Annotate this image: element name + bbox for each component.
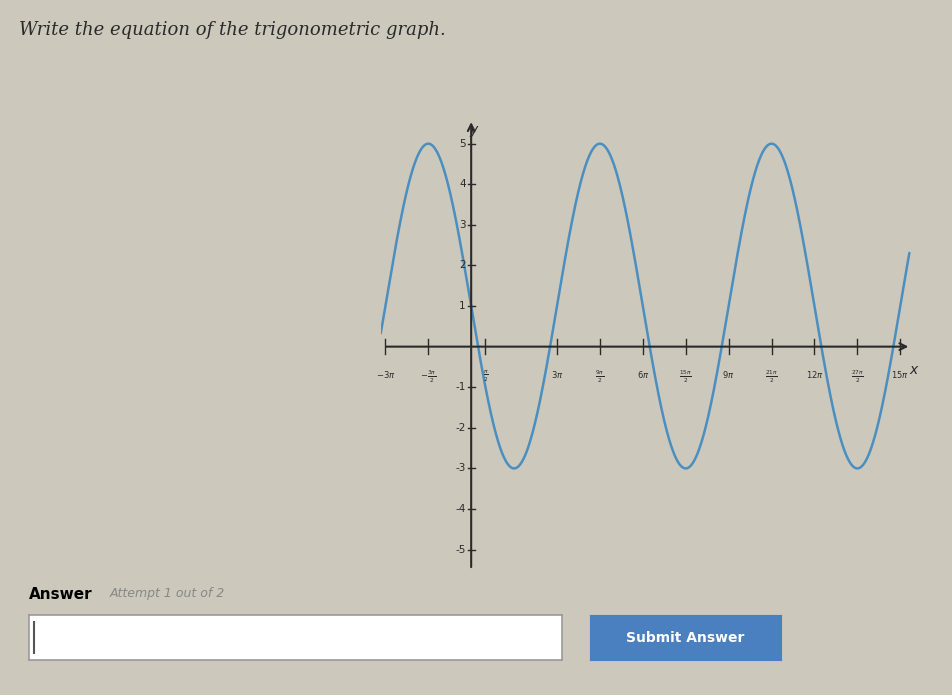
Text: -3: -3 bbox=[455, 464, 466, 473]
Text: 1: 1 bbox=[459, 301, 466, 311]
Text: 3: 3 bbox=[459, 220, 466, 230]
Text: $-3\pi$: $-3\pi$ bbox=[376, 369, 395, 380]
Text: Submit Answer: Submit Answer bbox=[626, 630, 744, 645]
Text: $\frac{15\pi}{2}$: $\frac{15\pi}{2}$ bbox=[679, 369, 692, 385]
Text: -2: -2 bbox=[455, 423, 466, 433]
Text: -4: -4 bbox=[455, 504, 466, 514]
Text: $9\pi$: $9\pi$ bbox=[723, 369, 735, 380]
Text: x: x bbox=[909, 363, 917, 377]
Text: 4: 4 bbox=[459, 179, 466, 189]
Text: 5: 5 bbox=[459, 139, 466, 149]
Text: $12\pi$: $12\pi$ bbox=[805, 369, 823, 380]
Text: $6\pi$: $6\pi$ bbox=[637, 369, 649, 380]
Text: $\frac{27\pi}{2}$: $\frac{27\pi}{2}$ bbox=[851, 369, 863, 385]
Text: $\frac{21\pi}{2}$: $\frac{21\pi}{2}$ bbox=[765, 369, 778, 385]
Text: 2: 2 bbox=[459, 261, 466, 270]
Text: $-\frac{3\pi}{2}$: $-\frac{3\pi}{2}$ bbox=[420, 369, 436, 385]
Text: $3\pi$: $3\pi$ bbox=[551, 369, 564, 380]
Text: Attempt 1 out of 2: Attempt 1 out of 2 bbox=[109, 587, 225, 600]
Text: -1: -1 bbox=[455, 382, 466, 392]
Text: y: y bbox=[469, 124, 478, 138]
Text: $\frac{\pi}{2}$: $\frac{\pi}{2}$ bbox=[483, 369, 488, 384]
Text: -5: -5 bbox=[455, 545, 466, 555]
Text: $\frac{9\pi}{2}$: $\frac{9\pi}{2}$ bbox=[595, 369, 605, 385]
Text: $15\pi$: $15\pi$ bbox=[891, 369, 909, 380]
Text: Answer: Answer bbox=[29, 587, 92, 603]
Text: Write the equation of the trigonometric graph.: Write the equation of the trigonometric … bbox=[19, 21, 446, 39]
